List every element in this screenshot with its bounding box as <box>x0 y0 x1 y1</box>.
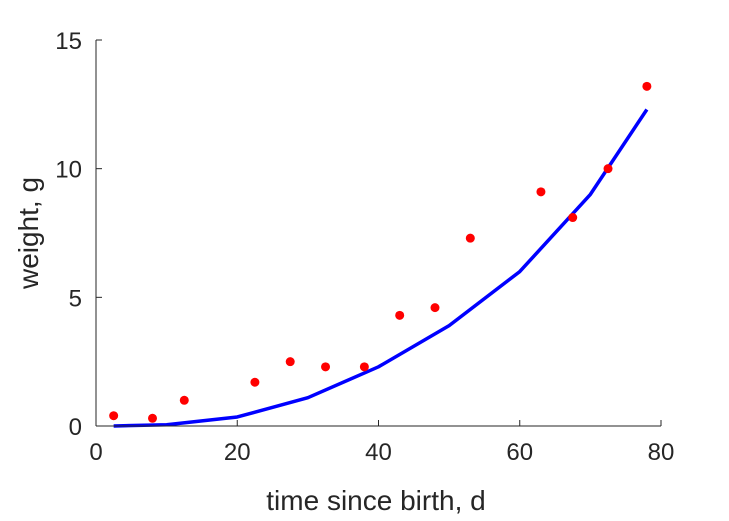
data-point <box>642 81 652 91</box>
y-tick-label: 0 <box>69 414 82 441</box>
x-tick-label: 0 <box>89 439 102 466</box>
x-tick-label: 20 <box>224 439 251 466</box>
data-point <box>285 357 295 367</box>
x-tick-label: 80 <box>648 439 675 466</box>
data-point <box>321 362 331 372</box>
data-point <box>568 213 578 223</box>
data-point <box>179 395 189 405</box>
y-tick-label: 5 <box>69 285 82 312</box>
x-ticks: 0 20 40 60 80 <box>89 420 674 466</box>
axes: 0 20 40 60 80 0 5 10 15 <box>55 28 674 466</box>
y-tick-label: 15 <box>55 28 82 55</box>
data-point <box>250 377 260 387</box>
plot-area <box>109 81 652 428</box>
data-point <box>109 411 119 421</box>
x-axis-label: time since birth, d <box>266 485 485 516</box>
data-point <box>395 310 405 320</box>
fit-line <box>113 108 649 428</box>
data-point <box>603 164 613 174</box>
data-point <box>148 413 157 423</box>
data-point <box>430 303 440 313</box>
x-tick-label: 40 <box>365 439 392 466</box>
data-point <box>359 362 369 372</box>
y-tick-label: 10 <box>55 157 82 184</box>
data-point <box>465 233 475 243</box>
y-ticks: 0 5 10 15 <box>55 28 102 441</box>
y-axis-label: weight, g <box>13 177 44 290</box>
x-tick-label: 60 <box>506 439 533 466</box>
data-point <box>536 187 546 197</box>
